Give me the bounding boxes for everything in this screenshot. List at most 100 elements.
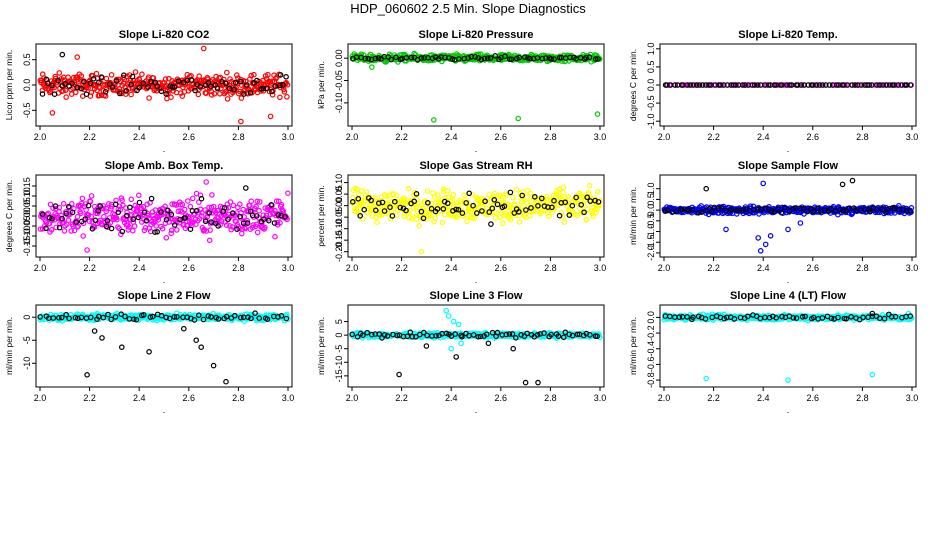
- data-point: [243, 185, 249, 191]
- x-tick-label: 2.0: [34, 263, 47, 273]
- data-point: [826, 82, 833, 88]
- data-point: [349, 199, 356, 205]
- data-point: [473, 210, 480, 216]
- data-point: [586, 182, 593, 189]
- chart-title: Slope Li-820 CO2: [119, 29, 209, 41]
- data-point: [866, 82, 873, 88]
- data-point: [153, 223, 160, 229]
- y-tick-label: -0.10: [334, 218, 344, 239]
- data-point: [492, 52, 499, 59]
- data-point: [196, 73, 203, 80]
- data-point: [686, 207, 692, 214]
- data-point: [43, 225, 49, 232]
- y-tick-label: 1.0: [646, 182, 656, 195]
- data-point: [238, 76, 244, 83]
- data-point: [880, 82, 886, 88]
- data-point: [556, 212, 563, 219]
- data-point: [362, 55, 369, 62]
- data-point: [163, 235, 170, 241]
- data-point: [768, 207, 775, 214]
- data-point: [459, 210, 466, 216]
- data-point: [200, 316, 207, 323]
- data-point: [275, 314, 281, 320]
- x-tick-label: 2.4: [757, 263, 770, 273]
- data-point: [393, 212, 400, 219]
- data-point: [587, 332, 593, 338]
- data-point: [78, 314, 85, 321]
- data-point: [445, 194, 452, 201]
- data-point: [74, 76, 81, 83]
- data-point: [37, 314, 44, 320]
- data-point: [265, 217, 272, 224]
- data-point: [282, 214, 288, 220]
- data-point: [528, 205, 534, 211]
- data-point: [145, 212, 151, 219]
- data-point: [484, 55, 491, 62]
- data-point: [418, 202, 425, 208]
- data-point: [123, 88, 129, 94]
- data-point: [118, 311, 125, 318]
- data-point: [127, 204, 133, 211]
- data-point: [217, 91, 223, 97]
- data-point: [453, 206, 459, 213]
- data-point: [778, 209, 785, 216]
- data-point: [761, 82, 768, 88]
- data-point: [242, 225, 249, 232]
- series-black: [349, 189, 602, 227]
- x-axis-label: .: [787, 144, 790, 154]
- data-point: [193, 208, 200, 214]
- series-main: [349, 50, 603, 123]
- data-point: [194, 81, 200, 88]
- data-point: [131, 316, 137, 323]
- data-point: [116, 225, 123, 232]
- data-point: [566, 212, 573, 218]
- data-point: [72, 314, 79, 321]
- data-point: [687, 82, 694, 88]
- x-tick-label: 2.8: [544, 132, 557, 142]
- data-point: [754, 82, 761, 88]
- data-point: [581, 209, 587, 216]
- data-point: [479, 208, 485, 214]
- chart-panel-2: Slope Li-820 Pressure 2.0 2.2 2.4 2.6 2.8 3.0.…: [316, 29, 606, 154]
- data-point: [527, 190, 534, 197]
- data-point: [252, 310, 258, 317]
- data-point: [256, 207, 262, 214]
- data-point: [74, 213, 81, 220]
- data-point: [112, 314, 119, 320]
- x-tick-label: 2.0: [346, 132, 359, 142]
- data-point: [78, 218, 85, 225]
- data-point: [434, 192, 441, 198]
- data-point: [124, 212, 130, 219]
- data-point: [74, 54, 81, 60]
- series-black: [39, 51, 289, 98]
- data-point: [231, 86, 237, 93]
- data-point: [774, 206, 781, 212]
- data-point: [133, 316, 140, 323]
- data-point: [283, 315, 290, 322]
- data-point: [667, 313, 673, 320]
- data-point: [89, 226, 96, 232]
- x-tick-label: 2.8: [232, 393, 245, 403]
- data-point: [715, 205, 722, 212]
- chart-title: Slope Line 4 (LT) Flow: [730, 290, 846, 302]
- data-point: [238, 314, 244, 321]
- y-tick-label: -5: [334, 345, 344, 353]
- data-point: [128, 91, 134, 98]
- data-point: [196, 199, 202, 205]
- data-point: [256, 199, 263, 205]
- data-point: [275, 198, 282, 205]
- data-point: [453, 354, 460, 360]
- data-point: [549, 204, 555, 211]
- data-point: [174, 314, 180, 320]
- data-point: [104, 217, 111, 224]
- data-point: [461, 192, 467, 199]
- x-tick-label: 2.2: [707, 263, 720, 273]
- y-axis-label: ml/min per min.: [316, 317, 326, 375]
- data-point: [78, 85, 85, 92]
- series-main: [349, 307, 603, 352]
- data-point: [907, 207, 914, 214]
- data-point: [377, 212, 383, 218]
- data-point: [765, 82, 772, 88]
- data-point: [264, 316, 271, 323]
- data-point: [237, 201, 243, 208]
